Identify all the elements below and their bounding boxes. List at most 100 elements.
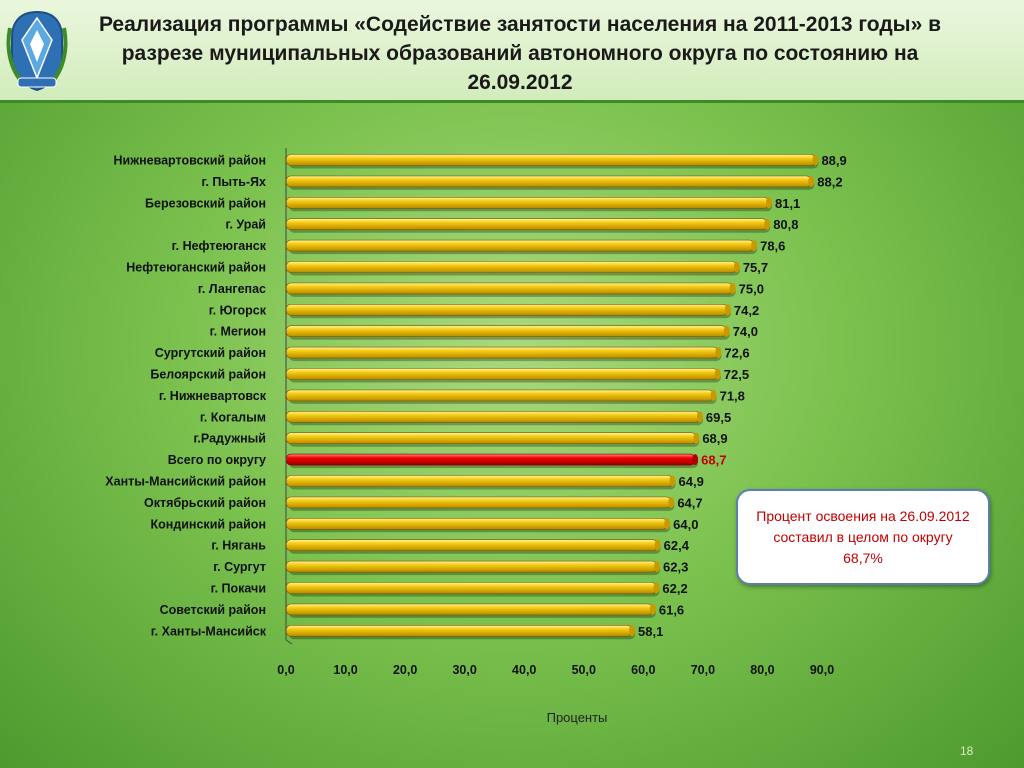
- category-label: г. Пыть-Ях: [202, 175, 267, 189]
- category-label: г. Мегион: [210, 325, 266, 339]
- bar: [285, 218, 768, 230]
- bar: [285, 582, 657, 594]
- bar-end-cap: [629, 625, 636, 637]
- bar: [285, 517, 668, 530]
- bar-total: [285, 453, 696, 466]
- category-label: Нефтеюганский район: [126, 261, 266, 275]
- value-label: 68,9: [702, 431, 727, 446]
- bar-end-cap: [710, 389, 717, 401]
- bar: [285, 539, 658, 552]
- category-label: г. Покачи: [211, 582, 266, 596]
- value-label: 58,1: [638, 624, 663, 639]
- category-label: г. Лангепас: [198, 282, 266, 296]
- bar: [285, 154, 816, 166]
- bar-end-cap: [764, 218, 771, 230]
- category-label: Сургутский район: [155, 346, 266, 360]
- bar-end-cap: [668, 496, 675, 508]
- bar-end-cap: [751, 240, 758, 252]
- category-label: г. Нижневартовск: [159, 389, 267, 403]
- x-tick-label: 40,0: [512, 663, 536, 677]
- bar: [285, 389, 714, 402]
- value-label: 74,2: [734, 303, 759, 318]
- value-label: 72,5: [724, 367, 749, 382]
- value-label: 62,4: [664, 538, 690, 553]
- category-label: г. Ханты-Мансийск: [151, 624, 267, 638]
- bar: [285, 175, 812, 188]
- bar: [285, 603, 654, 616]
- category-label: г. Когалым: [200, 410, 266, 424]
- value-label: 62,2: [662, 581, 687, 596]
- bar: [285, 560, 658, 573]
- x-tick-label: 50,0: [572, 663, 596, 677]
- bar-end-cap: [696, 411, 703, 423]
- category-label: Кондинский район: [151, 517, 267, 531]
- value-label: 78,6: [760, 239, 785, 254]
- bar-end-cap: [649, 603, 656, 615]
- category-label: Октябрьский район: [144, 496, 266, 510]
- value-label: 72,6: [724, 346, 749, 361]
- bar-end-cap: [692, 454, 699, 466]
- coat-of-arms-icon: [6, 10, 68, 92]
- value-label: 68,7: [701, 453, 726, 468]
- value-label: 62,3: [663, 560, 688, 575]
- value-label: 88,9: [821, 153, 846, 168]
- bar: [285, 368, 719, 380]
- bar: [285, 475, 673, 487]
- category-label: г. Урай: [226, 218, 266, 232]
- bar-end-cap: [693, 432, 700, 444]
- value-label: 80,8: [773, 217, 798, 232]
- x-tick-label: 90,0: [810, 663, 834, 677]
- x-axis-title: Проценты: [547, 710, 608, 725]
- bar-end-cap: [812, 154, 819, 166]
- category-label: Ханты-Мансийский район: [105, 475, 266, 489]
- axis-base-line: [285, 639, 293, 645]
- bar: [285, 432, 697, 445]
- category-label: Белоярский район: [150, 368, 266, 382]
- x-tick-label: 60,0: [631, 663, 655, 677]
- bar-chart: Нижневартовский район 88,9 г. Пыть-Ях 88,2 Б…: [105, 148, 847, 725]
- summary-callout: Процент освоения на 26.09.2012 составил …: [736, 489, 990, 585]
- bar: [285, 325, 728, 338]
- x-tick-label: 10,0: [333, 663, 357, 677]
- bar-end-cap: [654, 539, 661, 551]
- value-label: 75,7: [743, 260, 768, 275]
- value-label: 88,2: [817, 174, 842, 189]
- x-tick-label: 30,0: [452, 663, 476, 677]
- category-label: Нижневартовский район: [114, 154, 267, 168]
- category-label: г. Нефтеюганск: [172, 239, 267, 253]
- category-label: Всего по округу: [168, 453, 266, 467]
- bar-end-cap: [654, 561, 661, 573]
- bar-end-cap: [729, 282, 736, 294]
- bar: [285, 303, 729, 316]
- value-label: 64,0: [673, 517, 698, 532]
- header-banner: Реализация программы «Содействие занятос…: [0, 0, 1024, 103]
- x-tick-label: 80,0: [750, 663, 774, 677]
- bar: [285, 346, 719, 359]
- bar-end-cap: [714, 368, 721, 380]
- value-label: 61,6: [659, 602, 684, 617]
- category-label: Березовский район: [145, 196, 266, 210]
- value-label: 81,1: [775, 196, 800, 211]
- value-label: 74,0: [733, 324, 758, 339]
- category-label: Советский район: [160, 603, 266, 617]
- bar-end-cap: [715, 347, 722, 359]
- bar: [285, 624, 633, 637]
- value-label: 64,7: [677, 495, 702, 510]
- bar-end-cap: [724, 304, 731, 316]
- bar-end-cap: [765, 197, 772, 209]
- bar-end-cap: [723, 325, 730, 337]
- category-label: г. Сургут: [213, 560, 266, 574]
- x-tick-label: 0,0: [277, 663, 294, 677]
- value-label: 71,8: [720, 388, 745, 403]
- bar: [285, 239, 755, 252]
- category-label: г. Югорск: [209, 303, 267, 317]
- category-label: г.Радужный: [193, 432, 266, 446]
- bar-end-cap: [664, 518, 671, 530]
- bar-end-cap: [669, 475, 676, 487]
- x-tick-label: 20,0: [393, 663, 417, 677]
- bar-end-cap: [733, 261, 740, 273]
- value-label: 69,5: [706, 410, 731, 425]
- category-label: г. Нягань: [211, 539, 266, 553]
- page-title: Реализация программы «Содействие занятос…: [98, 13, 942, 94]
- bar-end-cap: [808, 175, 815, 187]
